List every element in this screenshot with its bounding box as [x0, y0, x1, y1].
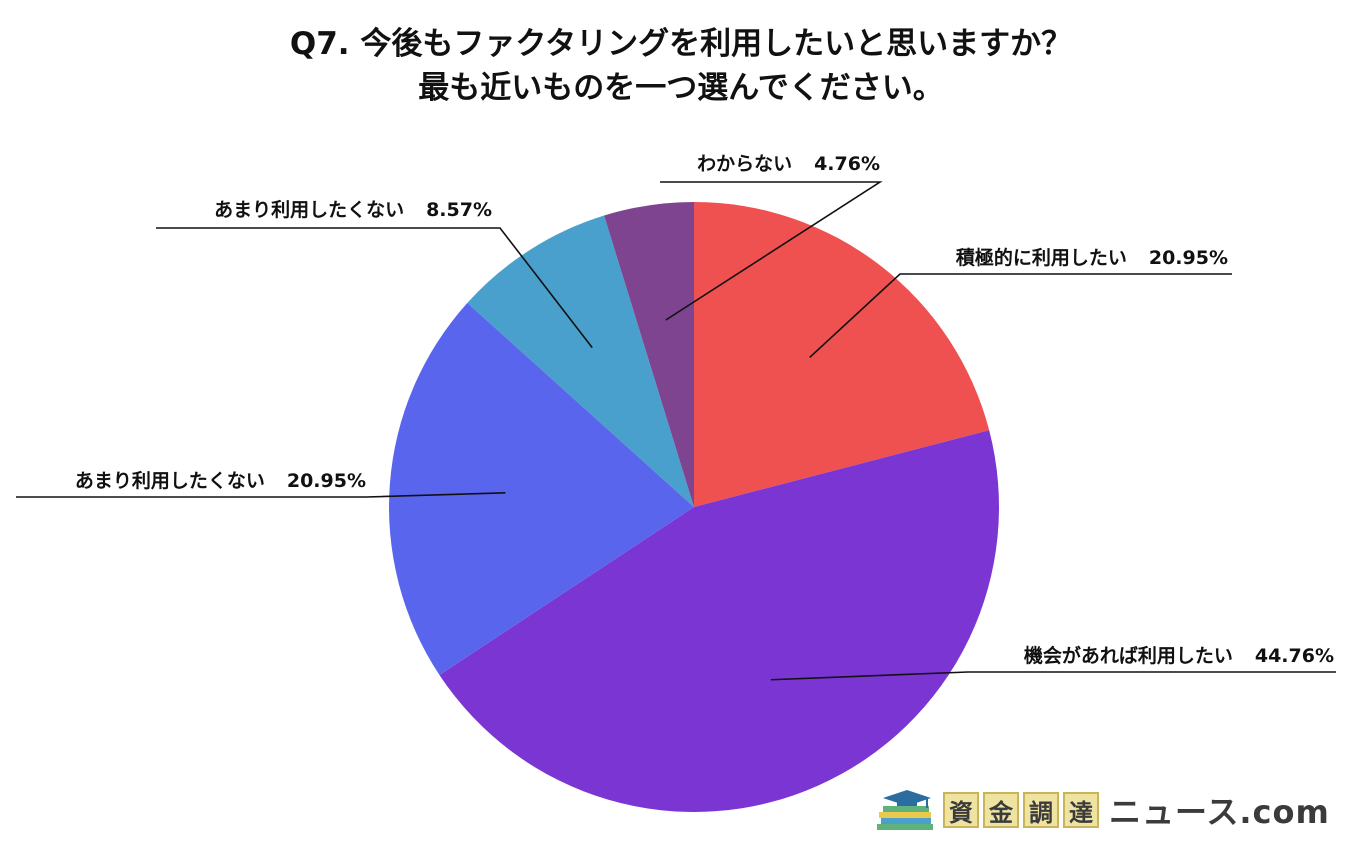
logo-kanji-boxes: 資 金 調 達 [943, 792, 1103, 828]
pie-slice-5 [604, 202, 694, 507]
slice-label-2: 機会があれば利用したい 44.76% [1024, 644, 1334, 667]
graduation-books-icon [877, 790, 933, 830]
leader-line-2 [770, 671, 1336, 681]
slice-label-pct-5: 4.76% [814, 153, 880, 175]
logo-kanji-2: 金 [983, 792, 1019, 828]
slice-label-text-5: わからない [697, 153, 792, 175]
leader-line-1 [809, 273, 1232, 358]
pie-slice-3 [389, 302, 694, 675]
chart-title-line-1: Q7. 今後もファクタリングを利用したいと思いますか？ [289, 26, 1073, 62]
slice-label-4: あまり利用したくない 8.57% [214, 199, 492, 221]
site-logo: 資 金 調 達 ニュース.com [873, 786, 1330, 834]
slice-label-text-3: あまり利用したくない [75, 470, 265, 492]
slice-label-pct-1: 20.95% [1149, 247, 1228, 269]
slice-label-5: わからない 4.76% [697, 153, 880, 175]
logo-kanji-3: 調 [1023, 792, 1059, 828]
chart-title: Q7. 今後もファクタリングを利用したいと思いますか？ 最も近いものを一つ選んで… [0, 22, 1362, 110]
slice-label-text-1: 積極的に利用したい [956, 246, 1127, 269]
chart-title-line-2: 最も近いものを一つ選んでください。 [418, 70, 944, 106]
leader-line-4 [156, 227, 593, 349]
leader-line-5 [660, 181, 883, 321]
slice-label-1: 積極的に利用したい 20.95% [956, 246, 1228, 269]
leader-line-3 [16, 492, 506, 498]
logo-kanji-4: 達 [1063, 792, 1099, 828]
pie-slice-1 [694, 202, 990, 507]
logo-kanji-1: 資 [943, 792, 979, 828]
pie-slice-2 [439, 430, 1000, 812]
slice-label-pct-2: 44.76% [1255, 645, 1334, 667]
slice-label-text-4: あまり利用したくない [214, 199, 404, 221]
slice-label-3: あまり利用したくない 20.95% [75, 470, 366, 492]
logo-text: ニュース.com [1109, 793, 1330, 831]
slice-label-pct-4: 8.57% [426, 199, 492, 221]
slice-label-text-2: 機会があれば利用したい [1024, 644, 1233, 667]
pie-slice-4 [467, 215, 694, 507]
slice-label-pct-3: 20.95% [287, 470, 366, 492]
